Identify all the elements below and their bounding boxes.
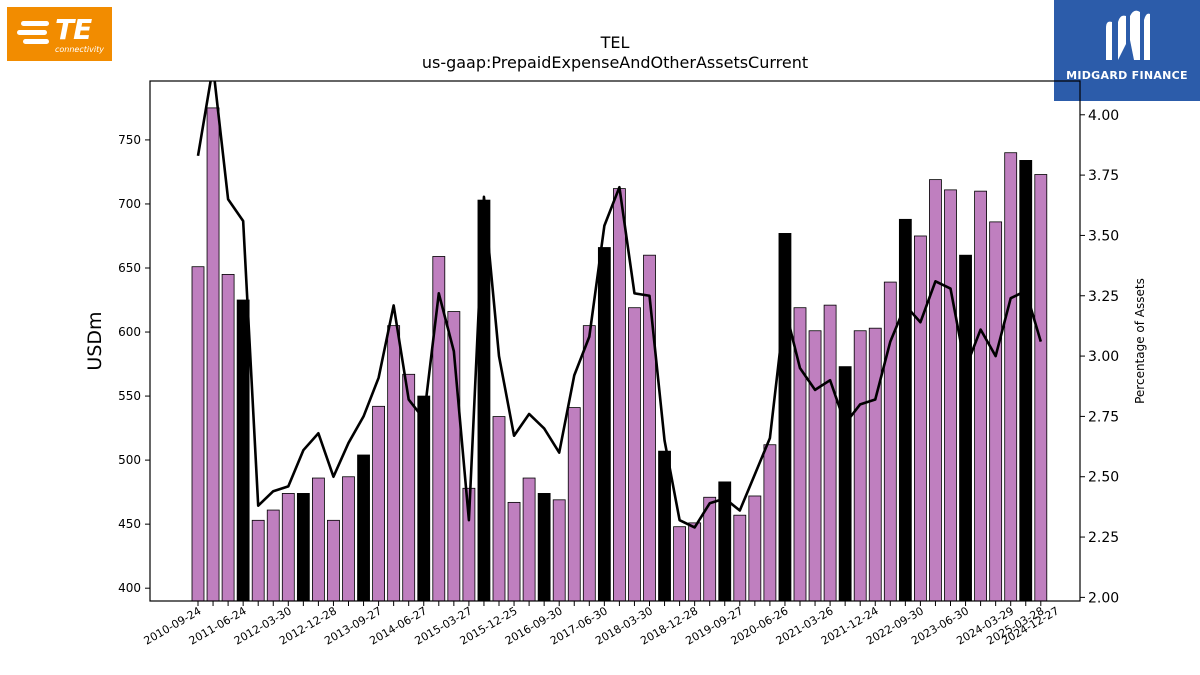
bar [778, 233, 792, 602]
chart-title: TEL [600, 33, 630, 52]
bar [868, 327, 882, 602]
te-connectivity-logo: TE connectivity [7, 7, 112, 61]
bar [688, 522, 702, 602]
plot-frame [149, 80, 1081, 602]
te-stripes-icon [17, 21, 49, 44]
bar [537, 493, 551, 602]
bar [929, 179, 942, 602]
bar [658, 450, 671, 602]
bar [1034, 174, 1048, 602]
pct-assets-line [196, 81, 1043, 529]
bar-series [191, 107, 1048, 602]
y-tick-label: 750 [118, 133, 141, 147]
te-logo-sub: connectivity [55, 45, 104, 54]
bar [372, 405, 386, 602]
bar [342, 476, 355, 602]
bar [974, 190, 987, 602]
y2-tick-label: 2.00 [1088, 590, 1119, 606]
y-axis-right: 2.00 2.25 2.50 2.75 3.00 3.25 3.50 3.75 4.00 [1080, 108, 1119, 606]
y2-tick-label: 2.50 [1088, 470, 1119, 486]
y-tick-label: 700 [118, 197, 141, 211]
y-tick-label: 500 [118, 453, 141, 467]
y2-tick-label: 4.00 [1088, 108, 1119, 124]
y2-tick-label: 2.25 [1088, 530, 1119, 546]
bar [733, 514, 747, 602]
bar [206, 107, 220, 602]
bar [628, 307, 641, 602]
bar [507, 501, 521, 602]
bar [327, 519, 340, 602]
y-axis-label: USDm [84, 311, 106, 370]
y-tick-label: 550 [118, 389, 141, 403]
bar [823, 304, 837, 602]
y-tick-label: 400 [118, 581, 141, 595]
y2-tick-label: 3.00 [1088, 349, 1119, 365]
y2-tick-label: 3.25 [1088, 289, 1119, 305]
bar [1004, 152, 1018, 602]
bar [959, 254, 972, 602]
y2-axis-label: Percentage of Assets [1133, 278, 1147, 404]
y2-tick-label: 3.75 [1088, 168, 1119, 184]
y-axis-left: 400 450 500 550 600 650 700 750 [118, 133, 150, 595]
bar [567, 407, 581, 602]
bar [251, 519, 265, 602]
bar [763, 444, 777, 602]
midgard-finance-logo: MIDGARD FINANCE [1054, 0, 1200, 101]
bar [492, 416, 506, 602]
bar [853, 330, 867, 602]
bar [597, 247, 611, 602]
te-logo-mark: TE [55, 13, 92, 46]
y-tick-label: 650 [118, 261, 141, 275]
chart-subtitle: us-gaap:PrepaidExpenseAndOtherAssetsCurr… [421, 53, 809, 72]
bar [552, 499, 566, 602]
y2-tick-label: 3.50 [1088, 228, 1119, 244]
bar [281, 493, 295, 602]
bar [914, 235, 927, 602]
bar [582, 325, 596, 602]
midgard-finance-name: MIDGARD FINANCE [1066, 69, 1188, 82]
bar [898, 218, 912, 602]
bar [387, 325, 401, 602]
bar [266, 509, 280, 602]
y2-tick-label: 2.75 [1088, 409, 1119, 425]
bar [236, 299, 250, 602]
bar [673, 526, 686, 602]
bar [838, 366, 852, 602]
midgard-emblem-icon [1106, 10, 1150, 61]
bar [191, 266, 205, 602]
bar [402, 373, 416, 602]
bar [296, 493, 310, 602]
bar [748, 495, 762, 602]
bar [944, 189, 957, 602]
bar [357, 454, 370, 602]
y-tick-label: 450 [118, 517, 141, 531]
pct-assets-series [196, 81, 1043, 529]
bar [613, 188, 626, 602]
bar [703, 496, 717, 602]
bar [1019, 160, 1033, 602]
bar [522, 477, 536, 602]
bar [311, 477, 325, 602]
y-tick-label: 600 [118, 325, 141, 339]
bar [417, 395, 431, 602]
bar [808, 330, 822, 602]
bar [989, 221, 1003, 602]
bar [221, 273, 235, 602]
x-axis: 2010-09-242011-06-242012-03-302012-12-28… [142, 601, 1061, 648]
